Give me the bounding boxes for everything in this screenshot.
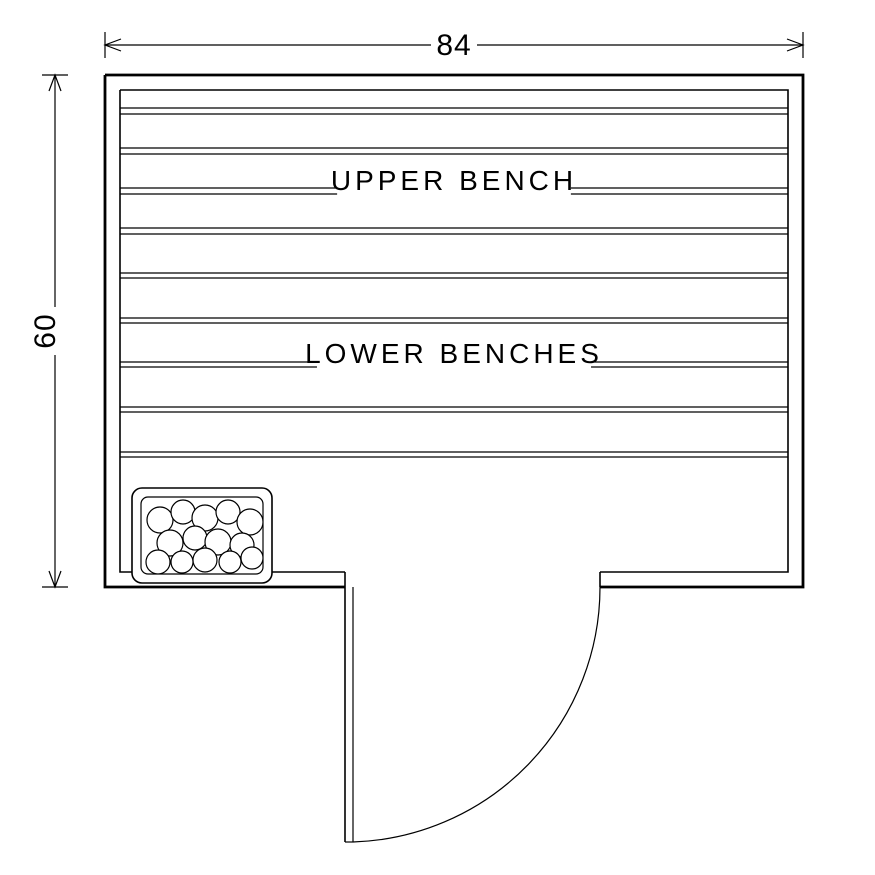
lower-bench-label: LOWER BENCHES bbox=[305, 338, 603, 369]
sauna-heater bbox=[132, 488, 272, 583]
door-swing-arc bbox=[353, 587, 600, 842]
dimension-width-value: 84 bbox=[436, 29, 471, 62]
sauna-floor-plan: 84 60 UPPER BENCH LOWER BENCHES bbox=[0, 0, 875, 875]
upper-bench-label: UPPER BENCH bbox=[331, 165, 577, 196]
heater-rocks bbox=[146, 500, 263, 574]
dimension-height-value: 60 bbox=[29, 313, 62, 348]
